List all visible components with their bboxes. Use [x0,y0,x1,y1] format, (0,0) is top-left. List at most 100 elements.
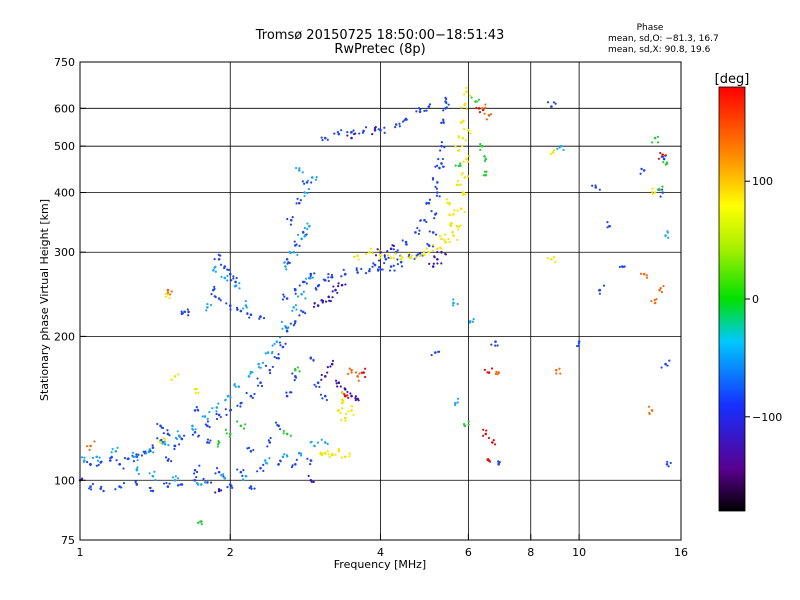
data-point [166,292,170,296]
x-tick-label: 4 [377,546,384,559]
data-point [291,216,294,219]
data-point [260,384,264,388]
data-point [462,160,465,163]
data-point [472,318,475,321]
data-point [235,276,238,280]
data-point [122,467,125,470]
data-point [230,484,233,487]
data-point [259,366,262,369]
data-point [426,242,429,246]
data-point [229,396,232,399]
data-point [198,464,201,467]
data-point [226,274,229,278]
data-point [404,240,408,244]
data-point [307,187,310,191]
data-point [296,233,300,236]
data-point [354,371,358,374]
colorbar-label: [deg] [715,72,750,87]
data-point [393,269,396,272]
data-point [176,477,180,480]
data-point [327,295,331,299]
data-point [483,155,486,158]
data-point [419,108,422,111]
data-point [306,457,309,460]
data-point [443,238,446,242]
data-point [281,327,284,330]
data-point [284,342,287,345]
data-point [418,252,422,255]
data-point [415,254,418,257]
data-point [230,279,233,282]
data-point [122,482,126,485]
data-point [147,450,150,454]
data-point [461,145,464,148]
data-point [193,409,197,412]
stats-line-o: mean, sd,O: −81.3, 16.7 [608,34,719,44]
data-point [135,453,138,456]
data-point [661,185,664,188]
data-point [401,239,404,242]
data-point [608,225,611,228]
data-point [384,257,388,261]
data-point [273,342,276,346]
data-point [386,254,389,257]
data-point [321,138,324,142]
data-point [436,181,439,184]
data-point [195,470,199,474]
data-point [195,387,199,391]
data-point [270,352,274,355]
data-point [430,353,433,357]
data-point [298,167,301,170]
data-point [213,285,216,288]
x-tick-label: 10 [572,546,586,559]
data-point [251,371,254,374]
data-point [434,185,437,188]
data-point [284,324,287,328]
data-point [217,257,221,261]
data-point [285,297,289,300]
data-point [265,462,269,465]
data-point [343,455,347,459]
data-point [377,259,381,262]
data-point [295,458,298,461]
data-point [340,456,343,459]
data-point [298,314,301,317]
data-point [170,460,173,463]
data-point [165,481,168,485]
data-point [209,303,213,307]
data-point [296,295,300,298]
data-point [225,432,228,435]
data-point [479,143,482,146]
data-point [655,298,658,301]
data-point [279,460,282,463]
data-point [161,442,164,445]
data-point [215,412,218,416]
data-point [303,182,306,185]
data-point [227,268,231,272]
data-point [244,304,248,307]
data-point [357,258,360,261]
data-point [481,109,485,112]
data-point [440,250,443,254]
data-point [173,447,176,451]
data-point [102,489,105,493]
data-point [210,481,213,484]
data-point [661,153,664,156]
data-point [371,132,374,136]
data-point [191,433,195,436]
data-point [296,253,299,257]
data-point [194,428,197,431]
data-point [344,283,347,286]
data-point [110,451,113,454]
data-point [575,344,579,348]
data-point [656,135,659,138]
data-point [383,131,386,134]
data-point [360,267,363,271]
data-point [348,452,351,455]
data-point [167,444,170,447]
data-point [300,237,303,241]
data-point [346,130,349,134]
data-point [350,136,353,140]
data-point [414,231,417,234]
data-point [118,463,122,466]
